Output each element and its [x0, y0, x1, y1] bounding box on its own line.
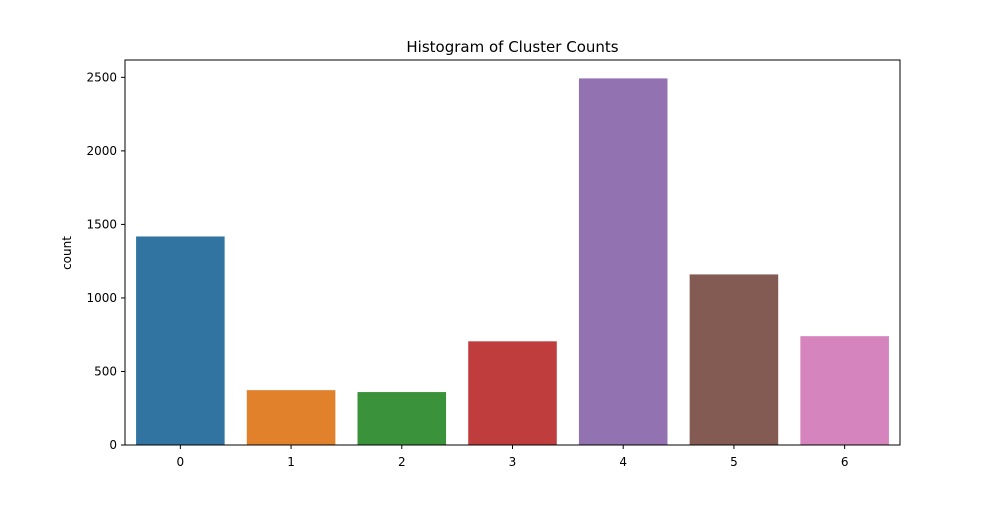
x-axis-ticks: 0 1 2 3 4 5 6: [177, 445, 849, 469]
y-tick-label: 1000: [86, 291, 117, 305]
bar-cluster-5: [689, 274, 779, 445]
y-tick-label: 0: [109, 438, 117, 452]
bar-cluster-0: [136, 236, 225, 445]
y-tick-label: 2500: [86, 70, 117, 84]
bar-cluster-1: [246, 390, 336, 445]
bar-cluster-2: [357, 392, 447, 445]
y-axis-label: count: [60, 236, 74, 270]
y-axis-ticks: 0 500 1000 1500 2000 2500: [86, 70, 125, 452]
bar-cluster-4: [578, 78, 668, 445]
x-tick-label: 5: [730, 455, 738, 469]
x-tick-label: 4: [619, 455, 627, 469]
y-tick-label: 2000: [86, 144, 117, 158]
x-tick-label: 2: [398, 455, 406, 469]
y-tick-label: 1500: [86, 217, 117, 231]
plot-frame: [124, 59, 901, 446]
y-tick-label: 500: [94, 364, 117, 378]
x-tick-label: 1: [287, 455, 295, 469]
x-tick-label: 3: [509, 455, 517, 469]
x-tick-label: 6: [841, 455, 849, 469]
bar-cluster-6: [800, 336, 889, 445]
chart-title: Histogram of Cluster Counts: [406, 38, 618, 56]
bar-cluster-3: [468, 341, 557, 445]
bars-layer: [136, 78, 889, 445]
x-tick-label: 0: [177, 455, 185, 469]
